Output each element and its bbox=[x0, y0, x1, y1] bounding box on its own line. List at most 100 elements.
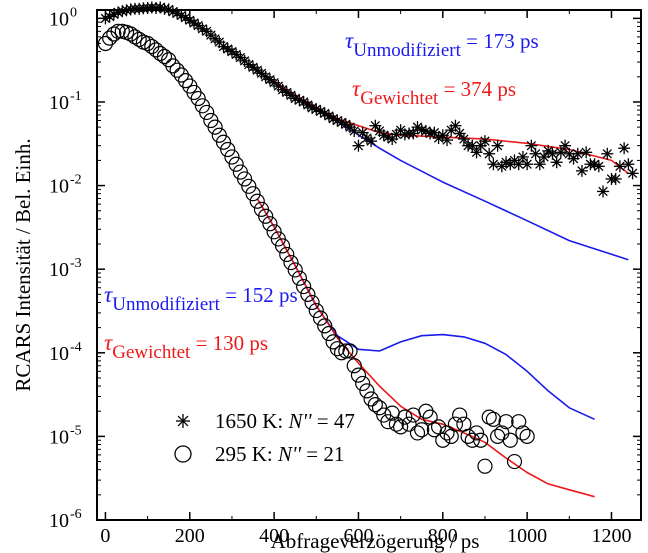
legend-entry-295k: 295 K: N'' = 21 bbox=[174, 442, 344, 466]
legend-label: 1650 K: N'' = 47 bbox=[215, 409, 355, 433]
fit-line bbox=[256, 198, 595, 498]
data-point-circle bbox=[393, 419, 409, 435]
data-point-circle bbox=[363, 391, 379, 407]
data-point-circle bbox=[135, 34, 151, 50]
data-point-asterisk bbox=[491, 139, 504, 152]
y-tick-exponent: -4 bbox=[70, 340, 82, 355]
data-point-asterisk bbox=[609, 172, 622, 185]
data-point-circle bbox=[342, 343, 358, 359]
y-tick-exponent: -6 bbox=[70, 507, 82, 522]
tau-symbol: τ bbox=[352, 76, 361, 101]
legend-marker-asterisk bbox=[176, 414, 190, 428]
data-point-circle bbox=[144, 38, 160, 55]
data-point-circle bbox=[156, 48, 173, 65]
data-point-circle bbox=[452, 407, 468, 423]
data-point-asterisk bbox=[348, 124, 361, 137]
legend-label-rest: = 47 bbox=[312, 409, 355, 433]
data-point-circle bbox=[207, 119, 223, 135]
data-point-asterisk bbox=[352, 139, 365, 152]
data-point-asterisk bbox=[546, 147, 559, 160]
x-tick-labels: 0 200 400 600 800 1000 1200 bbox=[100, 525, 631, 547]
legend: 1650 K: N'' = 47 295 K: N'' = 21 bbox=[174, 409, 355, 466]
data-point-circle bbox=[477, 458, 493, 474]
tau-symbol: τ bbox=[104, 330, 113, 355]
data-point-circle bbox=[97, 35, 114, 52]
legend-entry-1650k: 1650 K: N'' = 47 bbox=[176, 409, 355, 433]
data-point-circle bbox=[329, 341, 345, 357]
annotation-hot-unmodified: τUnmodifiziert = 173 ps bbox=[345, 28, 539, 61]
data-point-circle bbox=[515, 425, 531, 441]
data-point-circle bbox=[296, 278, 312, 295]
annotation-hot-weighted: τGewichtet = 374 ps bbox=[352, 76, 516, 109]
data-point-circle bbox=[494, 425, 510, 441]
data-point-asterisk bbox=[618, 142, 631, 155]
data-point-asterisk bbox=[176, 414, 190, 428]
data-point-circle bbox=[414, 422, 430, 438]
data-point-circle bbox=[312, 310, 329, 326]
data-point-circle bbox=[152, 45, 168, 62]
data-point-circle bbox=[485, 411, 502, 427]
data-point-asterisk bbox=[592, 160, 605, 173]
data-point-circle bbox=[464, 432, 480, 448]
data-point-circle bbox=[236, 171, 253, 187]
y-tick-exponent: -5 bbox=[70, 423, 82, 438]
data-point-circle bbox=[468, 425, 485, 441]
data-point-asterisk bbox=[613, 160, 626, 173]
data-point-circle bbox=[123, 26, 139, 42]
y-tick-exponent: 0 bbox=[70, 5, 77, 20]
legend-label-text: 1650 K: bbox=[215, 409, 289, 433]
data-point-circle bbox=[173, 67, 189, 83]
x-tick-label: 1200 bbox=[591, 525, 631, 547]
data-point-asterisk bbox=[470, 146, 483, 159]
y-axis-label: RCARS Intensität / Bel. Einh. bbox=[11, 138, 35, 391]
data-point-circle bbox=[177, 73, 194, 89]
data-point-circle bbox=[317, 318, 333, 334]
y-tick-exponent: -1 bbox=[70, 89, 82, 104]
data-point-circle bbox=[338, 343, 354, 359]
data-point-circle bbox=[481, 409, 497, 425]
data-point-asterisk bbox=[175, 9, 188, 22]
x-tick-label: 0 bbox=[100, 525, 110, 547]
tau-symbol: τ bbox=[345, 28, 354, 53]
data-point-circle bbox=[473, 432, 489, 448]
data-point-circle bbox=[321, 325, 337, 342]
series-295k bbox=[97, 23, 535, 474]
data-point-asterisk bbox=[365, 135, 378, 148]
legend-label-italic: N'' bbox=[288, 409, 312, 433]
data-point-asterisk bbox=[533, 158, 546, 171]
tau-symbol: τ bbox=[104, 282, 113, 307]
data-point-asterisk bbox=[457, 133, 470, 146]
tau-value: = 152 ps bbox=[220, 283, 298, 307]
plot-frame bbox=[96, 9, 642, 521]
data-point-circle bbox=[511, 414, 527, 430]
data-point-circle bbox=[447, 416, 464, 432]
y-tick-label: 10 bbox=[49, 343, 69, 365]
data-point-asterisk bbox=[369, 119, 382, 132]
tau-subscript: Unmodifiziert bbox=[353, 40, 461, 61]
data-point-circle bbox=[279, 246, 295, 263]
y-tick-label: 10 bbox=[49, 259, 69, 281]
data-point-asterisk bbox=[571, 147, 584, 160]
data-point-circle bbox=[228, 156, 244, 172]
x-tick-label: 400 bbox=[259, 525, 289, 547]
data-point-circle bbox=[258, 208, 274, 224]
tau-subscript: Unmodifiziert bbox=[112, 294, 220, 315]
tau-value: = 374 ps bbox=[438, 77, 516, 101]
data-point-asterisk bbox=[626, 167, 639, 180]
series-1650k bbox=[99, 1, 639, 198]
data-point-circle bbox=[190, 90, 206, 107]
data-point-circle bbox=[409, 425, 426, 441]
data-point-asterisk bbox=[622, 158, 635, 171]
data-point-circle bbox=[346, 358, 362, 374]
data-point-circle bbox=[498, 414, 514, 430]
data-point-circle bbox=[249, 193, 265, 209]
data-point-asterisk bbox=[441, 134, 454, 147]
data-point-circle bbox=[287, 262, 303, 278]
data-point-circle bbox=[439, 425, 455, 441]
tau-value: = 173 ps bbox=[461, 29, 539, 53]
data-point-circle bbox=[291, 270, 308, 286]
data-point-circle bbox=[300, 286, 316, 302]
data-point-circle bbox=[131, 31, 147, 48]
tau-value: = 130 ps bbox=[190, 331, 268, 355]
